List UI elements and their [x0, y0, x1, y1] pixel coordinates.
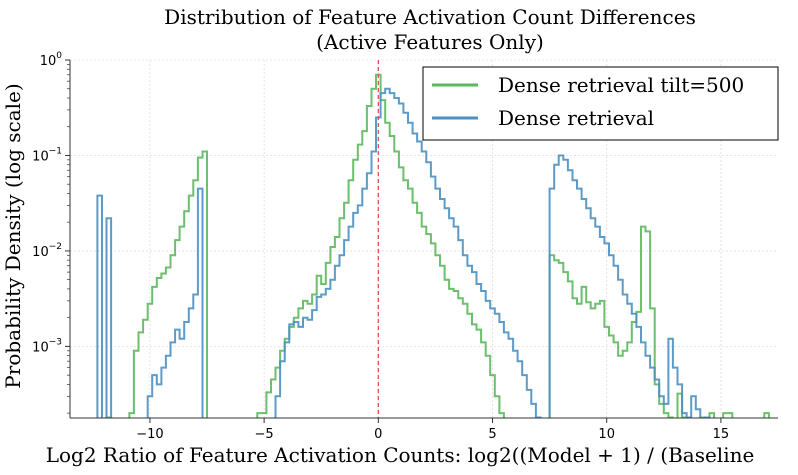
y-tick-base: 10 — [32, 149, 49, 164]
x-tick-label: −5 — [255, 427, 274, 442]
axes — [69, 60, 778, 419]
y-tick-base: 10 — [40, 54, 57, 69]
legend-label-tilt500: Dense retrieval tilt=500 — [498, 73, 744, 97]
y-tick-label: 10−1 — [32, 146, 62, 164]
y-tick-exponent: −2 — [49, 242, 62, 252]
legend-label-dense: Dense retrieval — [498, 106, 654, 130]
x-tick-label: 5 — [488, 427, 496, 442]
y-tick-exponent: −1 — [49, 146, 62, 156]
x-tick-label: 10 — [598, 427, 615, 442]
y-tick-exponent: −3 — [49, 337, 62, 347]
x-tick-label: −10 — [136, 427, 163, 442]
chart-title-line1: Distribution of Feature Activation Count… — [164, 5, 696, 29]
y-tick-exponent: 0 — [56, 51, 62, 61]
y-tick-label: 10−2 — [32, 242, 62, 260]
x-axis-label: Log2 Ratio of Feature Activation Counts:… — [46, 443, 755, 467]
x-tick-label: 0 — [374, 427, 382, 442]
y-tick-label: 100 — [40, 51, 63, 69]
y-tick-base: 10 — [32, 245, 49, 260]
y-tick-label: 10−3 — [32, 337, 62, 355]
legend-frame — [422, 66, 779, 141]
x-tick-label: 15 — [713, 427, 730, 442]
x-axis-ticks: −10 −5 0 5 10 15 — [136, 418, 729, 442]
y-axis-label: Probability Density (log scale) — [1, 83, 25, 388]
grid — [70, 59, 778, 418]
legend: Dense retrieval tilt=500 Dense retrieval — [422, 66, 779, 141]
chart-title-line2: (Active Features Only) — [316, 30, 544, 54]
y-tick-base: 10 — [32, 340, 49, 355]
series-line-dense — [96, 87, 711, 419]
